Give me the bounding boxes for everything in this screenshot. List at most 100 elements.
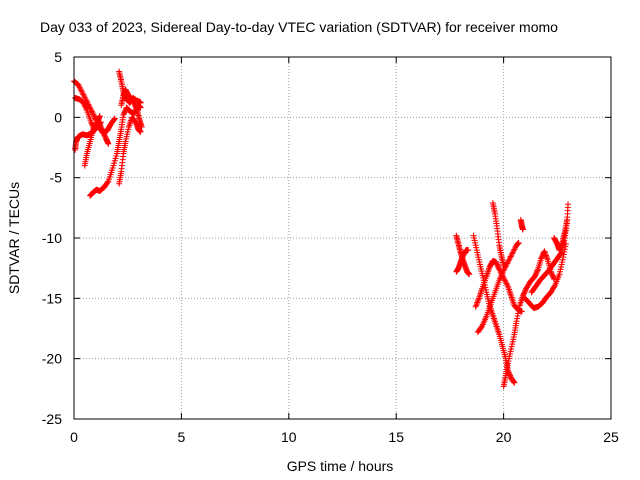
data-point-marker	[75, 81, 82, 88]
data-point-marker	[505, 257, 512, 264]
data-point-marker	[514, 315, 521, 322]
data-point-marker	[556, 247, 563, 254]
data-point-marker	[509, 249, 516, 256]
data-point-marker	[90, 111, 97, 118]
data-point-marker	[503, 261, 510, 268]
data-point-marker	[559, 240, 566, 247]
data-point-marker	[506, 256, 513, 263]
series-arc-s	[551, 216, 570, 254]
data-point-marker	[511, 246, 518, 253]
data-point-marker	[88, 108, 95, 115]
data-point-marker	[507, 254, 514, 261]
series-arc-q	[522, 241, 569, 311]
y-tick-label: -20	[42, 351, 62, 367]
y-axis-label: SDTVAR / TECUs	[6, 182, 22, 294]
data-point-marker	[478, 324, 485, 331]
data-point-marker	[473, 300, 480, 307]
axis-ticks: 0 5 10 15 20 25 -25 -20 -15 -10 -5 0 5	[42, 49, 619, 445]
data-point-marker	[91, 112, 98, 119]
data-point-marker	[81, 93, 88, 100]
data-point-marker	[111, 115, 118, 122]
data-point-marker	[78, 87, 85, 94]
data-points	[71, 68, 572, 390]
data-point-marker	[557, 244, 564, 251]
data-point-marker	[76, 84, 83, 91]
grid-lines	[74, 57, 611, 419]
y-tick-label: -15	[42, 290, 62, 306]
data-point-marker	[474, 299, 481, 306]
data-point-marker	[518, 308, 525, 315]
data-point-marker	[82, 95, 89, 102]
data-point-marker	[77, 85, 84, 92]
data-point-marker	[78, 88, 85, 95]
data-point-marker	[544, 255, 551, 262]
x-tick-label: 15	[388, 429, 404, 445]
data-point-marker	[508, 252, 515, 259]
data-point-marker	[504, 259, 511, 266]
data-point-marker	[83, 97, 90, 104]
data-point-marker	[543, 252, 550, 259]
data-point-marker	[558, 242, 565, 249]
data-point-marker	[519, 226, 526, 233]
data-point-marker	[541, 249, 548, 256]
x-tick-label: 20	[496, 429, 512, 445]
data-point-marker	[83, 105, 90, 112]
data-point-marker	[507, 253, 514, 260]
data-point-marker	[502, 277, 509, 284]
data-point-marker	[503, 280, 510, 287]
data-point-marker	[502, 279, 509, 286]
y-tick-label: -5	[50, 170, 63, 186]
data-point-marker	[534, 267, 541, 274]
series-arc-f	[116, 114, 144, 187]
data-point-marker	[542, 251, 549, 258]
data-point-marker	[473, 302, 480, 309]
data-point-marker	[551, 283, 558, 290]
data-point-marker	[474, 298, 481, 305]
data-point-marker	[515, 239, 522, 246]
data-point-marker	[563, 216, 570, 223]
data-point-marker	[501, 276, 508, 283]
data-point-marker	[504, 260, 511, 267]
data-point-marker	[504, 281, 511, 288]
data-point-marker	[495, 265, 502, 272]
data-point-marker	[96, 113, 103, 120]
data-point-marker	[557, 250, 564, 257]
data-point-marker	[514, 313, 521, 320]
data-point-marker	[516, 305, 523, 312]
data-point-marker	[510, 247, 517, 254]
data-point-marker	[556, 245, 563, 252]
x-tick-label: 5	[178, 429, 186, 445]
data-point-marker	[565, 201, 572, 208]
data-point-marker	[104, 179, 111, 186]
chart-title: Day 033 of 2023, Sidereal Day-to-day VTE…	[40, 19, 558, 35]
data-point-marker	[496, 266, 503, 273]
data-point-marker	[501, 266, 508, 273]
x-tick-label: 10	[281, 429, 297, 445]
series-arc-p	[517, 216, 526, 233]
data-point-marker	[465, 247, 472, 254]
series-arc-j	[453, 247, 472, 275]
data-point-marker	[80, 91, 87, 98]
series-arc-d	[81, 115, 118, 169]
data-point-marker	[105, 140, 112, 147]
data-point-marker	[513, 318, 520, 325]
data-point-marker	[512, 245, 519, 252]
data-point-marker	[466, 271, 473, 278]
data-point-marker	[138, 123, 145, 130]
y-tick-label: -10	[42, 230, 62, 246]
y-tick-label: 5	[54, 49, 62, 65]
data-point-marker	[76, 83, 83, 90]
data-point-marker	[86, 102, 93, 109]
data-point-marker	[511, 379, 518, 386]
y-tick-label: 0	[54, 109, 62, 125]
data-point-marker	[515, 307, 522, 314]
data-point-marker	[89, 109, 96, 116]
data-point-marker	[472, 303, 479, 310]
series-arc-c	[72, 113, 103, 153]
x-tick-label: 0	[70, 429, 78, 445]
data-point-marker	[81, 94, 88, 101]
data-point-marker	[560, 254, 567, 261]
data-point-marker	[79, 90, 86, 97]
data-point-marker	[111, 116, 118, 123]
